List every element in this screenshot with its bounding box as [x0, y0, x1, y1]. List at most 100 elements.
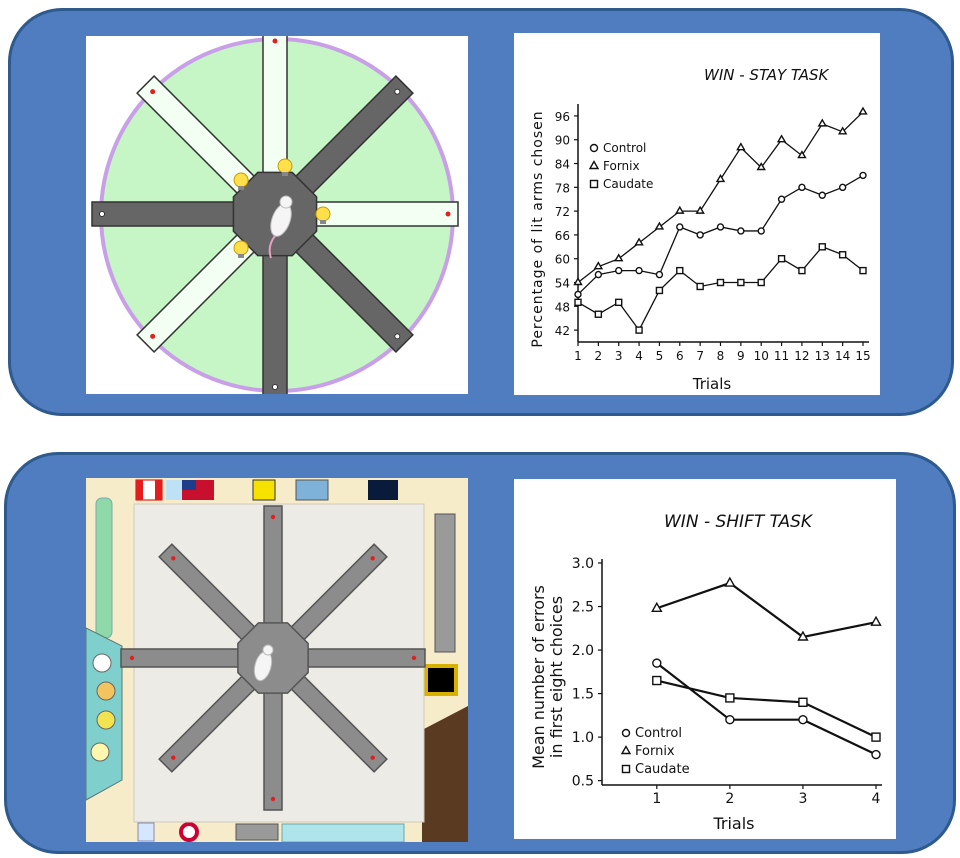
- x-tick-label: 6: [676, 349, 684, 363]
- bottom-gray-panel: [235, 823, 279, 841]
- point-control: [757, 227, 765, 235]
- bulb-base: [282, 172, 288, 176]
- x-tick-label: 1: [574, 349, 582, 363]
- legend-marker-caudate: [589, 179, 599, 189]
- axes: 0.5 1.0 1.5 2.0 2.5 3.0 1 2 3 4: [572, 556, 882, 807]
- legend-label-caudate: Caudate: [603, 177, 653, 191]
- x-tick-label: 15: [855, 349, 870, 363]
- maze-arm: [300, 648, 426, 668]
- win-shift-chart: WIN - SHIFT TASK Mean number of errors i…: [514, 479, 896, 839]
- food-well: [394, 333, 401, 340]
- point-control: [655, 270, 664, 279]
- legend-marker-fornix: [620, 745, 632, 755]
- point-control: [777, 195, 786, 203]
- bulb-base: [238, 253, 245, 258]
- rat-head: [279, 195, 293, 209]
- food-well: [150, 89, 156, 95]
- food-well: [272, 384, 278, 390]
- chart-title: WIN - SHIFT TASK: [664, 512, 814, 532]
- face-icon: [96, 681, 116, 701]
- point-caudate: [725, 693, 735, 703]
- y-tick-label: 96: [555, 110, 570, 124]
- x-tick-label: 3: [798, 791, 807, 807]
- legend-label-fornix: Fornix: [635, 744, 675, 759]
- light-bulb-icon: [315, 206, 331, 222]
- y-tick-label: 60: [555, 253, 570, 267]
- earth-icon: [368, 480, 398, 500]
- flag-canton: [182, 480, 196, 490]
- point-fornix: [724, 576, 736, 587]
- point-fornix: [858, 106, 868, 115]
- legend-label-caudate: Caudate: [635, 762, 690, 777]
- point-caudate: [737, 278, 745, 287]
- food-well: [270, 796, 276, 802]
- win-stay-chart: WIN - STAY TASK Percentage of lit arms c…: [514, 33, 880, 395]
- legend-marker-control: [589, 143, 599, 153]
- flag-band: [155, 480, 162, 500]
- point-control: [798, 715, 808, 725]
- series-group: [651, 576, 882, 760]
- x-tick-label: 9: [737, 349, 745, 363]
- x-tick-label: 10: [754, 349, 769, 363]
- y-axis-label-line-1: Mean number of errors: [529, 585, 548, 769]
- rat-head: [262, 644, 274, 656]
- point-fornix: [817, 118, 828, 127]
- point-fornix: [593, 261, 604, 270]
- y-tick-label: 84: [555, 158, 570, 172]
- x-tick-label: 1: [652, 791, 661, 807]
- point-control: [716, 223, 725, 231]
- y-tick-label: 66: [555, 229, 570, 243]
- point-control: [594, 270, 603, 279]
- face-icon: [90, 742, 110, 762]
- point-caudate: [757, 278, 765, 287]
- legend-label-control: Control: [603, 141, 646, 155]
- x-tick-label: 7: [696, 349, 704, 363]
- legend-label-control: Control: [635, 726, 682, 741]
- y-tick-label: 1.0: [572, 730, 594, 746]
- arm: [91, 201, 248, 227]
- x-tick-label: 13: [815, 349, 830, 363]
- food-well: [445, 211, 451, 217]
- y-tick-label: 2.0: [572, 643, 594, 659]
- legend-marker-fornix: [588, 160, 600, 170]
- bulb-base: [238, 186, 245, 191]
- color-wheel-icon: [179, 822, 199, 842]
- point-control: [798, 183, 806, 192]
- light-bulb-icon: [233, 172, 249, 188]
- food-well: [150, 333, 156, 339]
- arm: [120, 648, 246, 668]
- bulb-base: [320, 220, 326, 224]
- dark-arm: [262, 241, 288, 394]
- food-well: [394, 88, 401, 95]
- point-fornix: [756, 162, 766, 171]
- food-well: [171, 556, 176, 561]
- dark-arm: [91, 201, 248, 227]
- point-caudate: [818, 243, 826, 251]
- arm: [263, 505, 283, 631]
- point-control: [737, 227, 745, 235]
- chart-title: WIN - STAY TASK: [704, 66, 829, 84]
- picture-frame: [424, 664, 458, 696]
- legend-label-fornix: Fornix: [603, 159, 640, 173]
- point-caudate: [594, 310, 603, 318]
- y-tick-label: 54: [555, 277, 570, 291]
- point-caudate: [777, 255, 786, 263]
- point-fornix: [634, 237, 644, 246]
- legend: Control Fornix Caudate: [620, 726, 690, 777]
- x-tick-label: 14: [835, 349, 850, 363]
- maze-arm: [263, 505, 283, 631]
- x-axis-label: Trials: [692, 375, 732, 393]
- point-control: [635, 266, 643, 275]
- x-tick-label: 8: [717, 349, 725, 363]
- point-caudate: [635, 326, 643, 334]
- food-well: [171, 755, 176, 760]
- arm: [262, 241, 288, 394]
- y-tick-label: 72: [555, 205, 570, 219]
- point-fornix: [797, 150, 807, 159]
- point-caudate: [655, 286, 664, 295]
- y-tick-label: 1.5: [572, 687, 594, 703]
- point-control: [838, 183, 847, 192]
- flag-band: [136, 480, 143, 500]
- point-control: [818, 191, 826, 199]
